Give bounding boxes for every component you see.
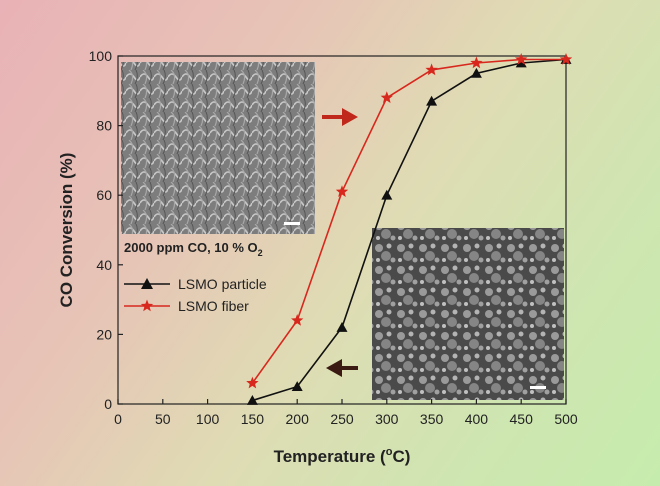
sem-image-fiber	[121, 62, 315, 234]
arrow-left-particle	[326, 359, 358, 377]
y-tick-label-2: 40	[96, 257, 112, 273]
x-tick-label-2: 100	[196, 411, 220, 427]
y-tick-label-5: 100	[89, 48, 113, 64]
data-point-0-2	[336, 321, 348, 332]
data-point-1-2	[335, 185, 349, 197]
data-point-1-0	[246, 376, 259, 389]
x-tick-label-1: 50	[155, 411, 171, 427]
data-point-1-3	[380, 91, 393, 103]
data-point-0-6	[515, 57, 527, 68]
data-point-1-6	[515, 53, 528, 65]
data-point-0-5	[470, 67, 482, 78]
x-tick-label-8: 400	[465, 411, 489, 427]
scale-bar-particle	[530, 386, 546, 389]
x-tick-label-5: 250	[330, 411, 354, 427]
x-tick-label-6: 300	[375, 411, 399, 427]
legend-entry-fiber: LSMO fiber	[124, 298, 249, 314]
scale-bar-fiber	[284, 222, 300, 225]
data-point-1-5	[470, 56, 483, 69]
x-tick-label-0: 0	[114, 411, 122, 427]
sem-image-particle	[372, 228, 564, 400]
legend-marker-fiber	[140, 299, 154, 312]
y-tick-label-3: 60	[96, 187, 112, 203]
series-line-1	[251, 58, 566, 384]
data-point-0-0	[246, 395, 258, 405]
x-tick-label-3: 150	[241, 411, 265, 427]
x-axis-title: Temperature (oC)	[274, 446, 411, 466]
series-line-0	[252, 58, 567, 402]
data-point-1-4	[425, 63, 438, 76]
y-tick-label-0: 0	[104, 396, 112, 412]
x-tick-label-9: 450	[510, 411, 534, 427]
axis-ticks: 0 50 100 150 200 250 300 350 400 450 500 0 20 40 60 80 1…	[89, 48, 578, 427]
data-point-0-3	[381, 189, 393, 200]
x-tick-label-4: 200	[286, 411, 310, 427]
x-tick-label-10: 500	[554, 411, 578, 427]
legend: LSMO particle LSMO fiber	[124, 276, 267, 314]
data-point-1-1	[291, 314, 304, 326]
legend-entry-particle: LSMO particle	[124, 276, 267, 292]
y-axis-title: CO Conversion (%)	[57, 153, 76, 308]
condition-label: 2000 ppm CO, 10 % O2	[124, 240, 263, 258]
series-markers	[246, 53, 573, 405]
arrow-right-fiber	[322, 108, 358, 126]
x-tick-label-7: 350	[420, 411, 444, 427]
data-point-1-7	[559, 53, 573, 65]
data-point-0-4	[426, 95, 438, 106]
legend-label-fiber: LSMO fiber	[178, 298, 249, 314]
y-tick-label-4: 80	[96, 118, 112, 134]
legend-marker-particle	[141, 278, 153, 289]
legend-label-particle: LSMO particle	[178, 276, 267, 292]
y-tick-label-1: 20	[96, 326, 112, 342]
data-point-0-1	[291, 381, 303, 391]
legend-star-icon	[140, 299, 154, 312]
series-lines	[251, 58, 567, 402]
